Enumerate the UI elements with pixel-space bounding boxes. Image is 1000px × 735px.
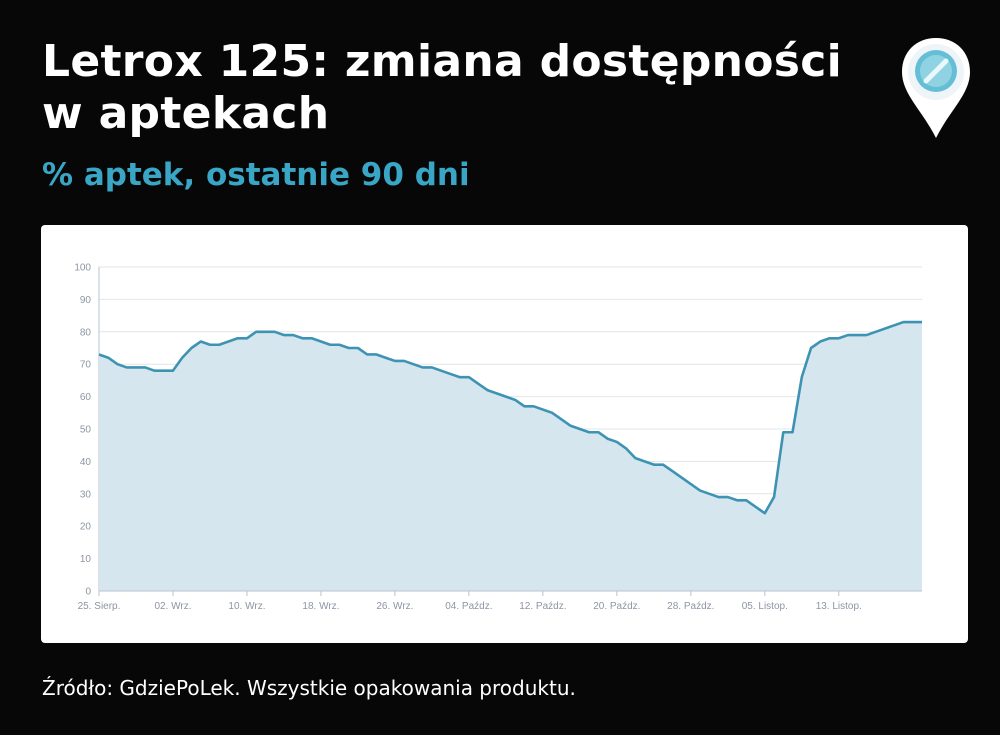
x-tick-label: 28. Paźdz. [667,601,714,612]
y-tick-label: 100 [74,263,91,274]
availability-area-chart: 0 10 20 30 40 50 60 70 80 90 100 25. Sierp. 02. Wrz.… [74,263,922,612]
x-tick-label: 25. Sierp. [78,601,121,612]
y-tick-label: 50 [80,425,92,436]
pill-location-pin-icon [898,34,974,142]
y-tick-label: 60 [80,392,92,403]
x-tick-label: 18. Wrz. [302,601,339,612]
series-line [98,320,922,515]
x-tick-label: 13. Listop. [816,601,862,612]
y-tick-label: 0 [85,587,91,598]
y-tick-label: 80 [80,327,92,338]
x-tick-label: 12. Paźdz. [519,601,566,612]
x-tick-label: 10. Wrz. [228,601,265,612]
chart-card: 0 10 20 30 40 50 60 70 80 90 100 25. Sierp. 02. Wrz.… [41,225,968,643]
x-tick-label: 02. Wrz. [154,601,191,612]
source-note: Źródło: GdziePoLek. Wszystkie opakowania… [42,676,576,700]
x-tick-label: 20. Paźdz. [593,601,640,612]
series-area [99,322,922,591]
y-tick-label: 10 [80,554,92,565]
y-tick-label: 30 [80,489,92,500]
page-title: Letrox 125: zmiana dostępności w aptekac… [42,36,843,139]
y-tick-label: 20 [80,522,92,533]
x-tick-label: 26. Wrz. [376,601,413,612]
x-tick-label: 04. Paźdz. [445,601,492,612]
y-tick-label: 70 [80,360,92,371]
x-tick-label: 05. Listop. [742,601,788,612]
y-tick-label: 40 [80,457,92,468]
page-subtitle: % aptek, ostatnie 90 dni [42,157,470,193]
y-tick-label: 90 [80,295,92,306]
